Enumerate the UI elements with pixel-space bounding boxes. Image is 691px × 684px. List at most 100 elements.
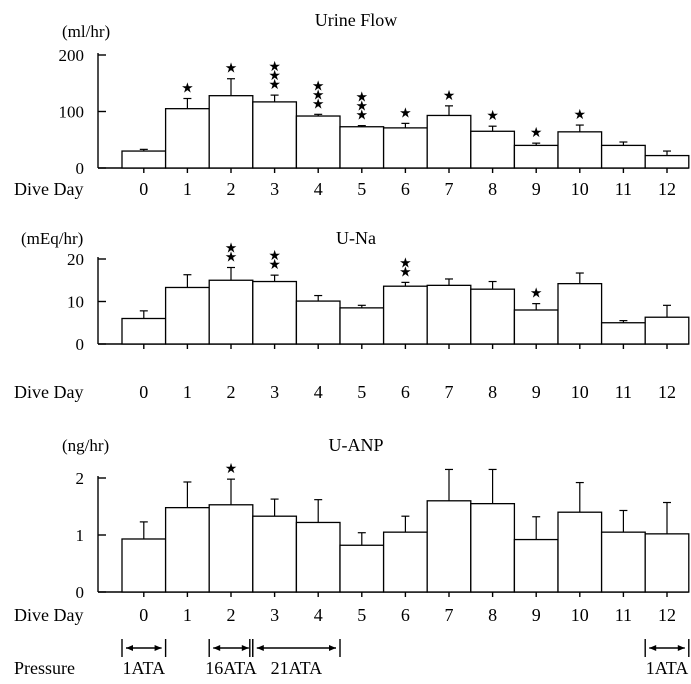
x-tick-label: 9 <box>532 605 541 625</box>
pressure-segment: 1ATA <box>644 639 690 678</box>
y-tick-label: 1 <box>76 526 85 545</box>
arrow-right-icon <box>241 645 249 651</box>
bar <box>557 131 603 169</box>
significance-star: ★ <box>312 97 325 112</box>
bar <box>208 504 254 593</box>
bar <box>295 521 341 593</box>
bar <box>252 515 298 593</box>
pressure-segment-label: 1ATA <box>123 658 166 678</box>
bar <box>295 115 341 169</box>
chart-title: U-ANP <box>328 435 383 455</box>
arrow-right-icon <box>677 645 685 651</box>
x-tick-label: 12 <box>658 382 676 402</box>
y-tick-label: 0 <box>76 335 85 354</box>
y-axis-unit-label: (ng/hr) <box>62 436 109 455</box>
pressure-segment: 21ATA <box>249 639 341 678</box>
x-axis-label: Dive Day <box>14 179 83 199</box>
significance-star: ★ <box>399 106 412 121</box>
significance-star: ★ <box>225 251 238 266</box>
chart-panel-1: Urine Flow(ml/hr)01002000★1★2★★★3★★★4★★★… <box>14 10 690 199</box>
bar <box>121 317 167 345</box>
pressure-segment: 16ATA <box>205 639 257 678</box>
bar <box>644 316 690 345</box>
bar <box>382 285 428 345</box>
chart-title: U-Na <box>336 228 376 248</box>
x-tick-label: 12 <box>658 179 676 199</box>
x-tick-label: 8 <box>488 605 497 625</box>
significance-star: ★ <box>443 89 456 104</box>
significance-star: ★ <box>225 242 238 257</box>
bar <box>470 130 516 169</box>
y-tick-label: 20 <box>67 250 84 269</box>
bar <box>339 307 385 345</box>
bar <box>644 154 690 169</box>
pressure-segment-label: 21ATA <box>271 658 323 678</box>
significance-star: ★ <box>356 91 369 106</box>
significance-star: ★ <box>574 108 587 123</box>
y-axis-unit-label: (mEq/hr) <box>21 229 83 248</box>
significance-star: ★ <box>530 126 543 141</box>
significance-star: ★ <box>356 109 369 124</box>
arrow-left-icon <box>126 645 133 651</box>
bar <box>600 322 646 345</box>
bar <box>208 279 254 345</box>
y-axis-unit-label: (ml/hr) <box>62 22 110 41</box>
y-tick-label: 100 <box>59 103 85 122</box>
pressure-segment-label: 16ATA <box>205 658 257 678</box>
x-tick-label: 11 <box>615 605 632 625</box>
x-tick-label: 6 <box>401 382 410 402</box>
significance-star: ★ <box>312 88 325 103</box>
bar <box>252 101 298 169</box>
bar <box>557 282 603 345</box>
x-tick-label: 3 <box>270 605 279 625</box>
significance-star: ★ <box>356 100 369 115</box>
significance-star: ★ <box>268 249 281 264</box>
x-tick-label: 4 <box>314 179 323 199</box>
bar <box>470 502 516 593</box>
bar <box>164 506 210 593</box>
x-tick-label: 2 <box>227 179 236 199</box>
bar <box>644 533 690 593</box>
x-tick-label: 10 <box>571 605 589 625</box>
pressure-label: Pressure <box>14 658 75 678</box>
bar <box>513 538 559 593</box>
x-tick-label: 9 <box>532 179 541 199</box>
x-tick-label: 4 <box>314 605 323 625</box>
x-tick-label: 12 <box>658 605 676 625</box>
bar <box>164 108 210 169</box>
x-tick-label: 5 <box>357 605 366 625</box>
bar <box>252 280 298 345</box>
y-tick-label: 200 <box>59 46 85 65</box>
significance-star: ★ <box>268 60 281 75</box>
x-tick-label: 2 <box>227 605 236 625</box>
x-tick-label: 0 <box>139 605 148 625</box>
bar <box>382 531 428 593</box>
x-tick-label: 6 <box>401 605 410 625</box>
x-tick-label: 10 <box>571 179 589 199</box>
arrow-right-icon <box>329 645 336 651</box>
x-tick-label: 5 <box>357 179 366 199</box>
x-tick-label: 7 <box>445 382 454 402</box>
bar <box>121 538 167 593</box>
pressure-segment: 1ATA <box>121 639 167 678</box>
x-tick-label: 7 <box>445 179 454 199</box>
x-tick-label: 1 <box>183 605 192 625</box>
significance-star: ★ <box>399 265 412 280</box>
x-tick-label: 3 <box>270 179 279 199</box>
arrow-left-icon <box>649 645 657 651</box>
y-tick-label: 0 <box>76 583 85 602</box>
bar <box>557 511 603 593</box>
x-axis-label: Dive Day <box>14 382 83 402</box>
pressure-segment-label: 1ATA <box>646 658 689 678</box>
significance-star: ★ <box>225 62 238 77</box>
significance-star: ★ <box>268 78 281 93</box>
bar <box>426 284 472 345</box>
x-axis-label: Dive Day <box>14 605 83 625</box>
significance-star: ★ <box>399 256 412 271</box>
x-tick-label: 9 <box>532 382 541 402</box>
x-tick-label: 5 <box>357 382 366 402</box>
y-tick-label: 10 <box>67 293 84 312</box>
x-tick-label: 1 <box>183 179 192 199</box>
